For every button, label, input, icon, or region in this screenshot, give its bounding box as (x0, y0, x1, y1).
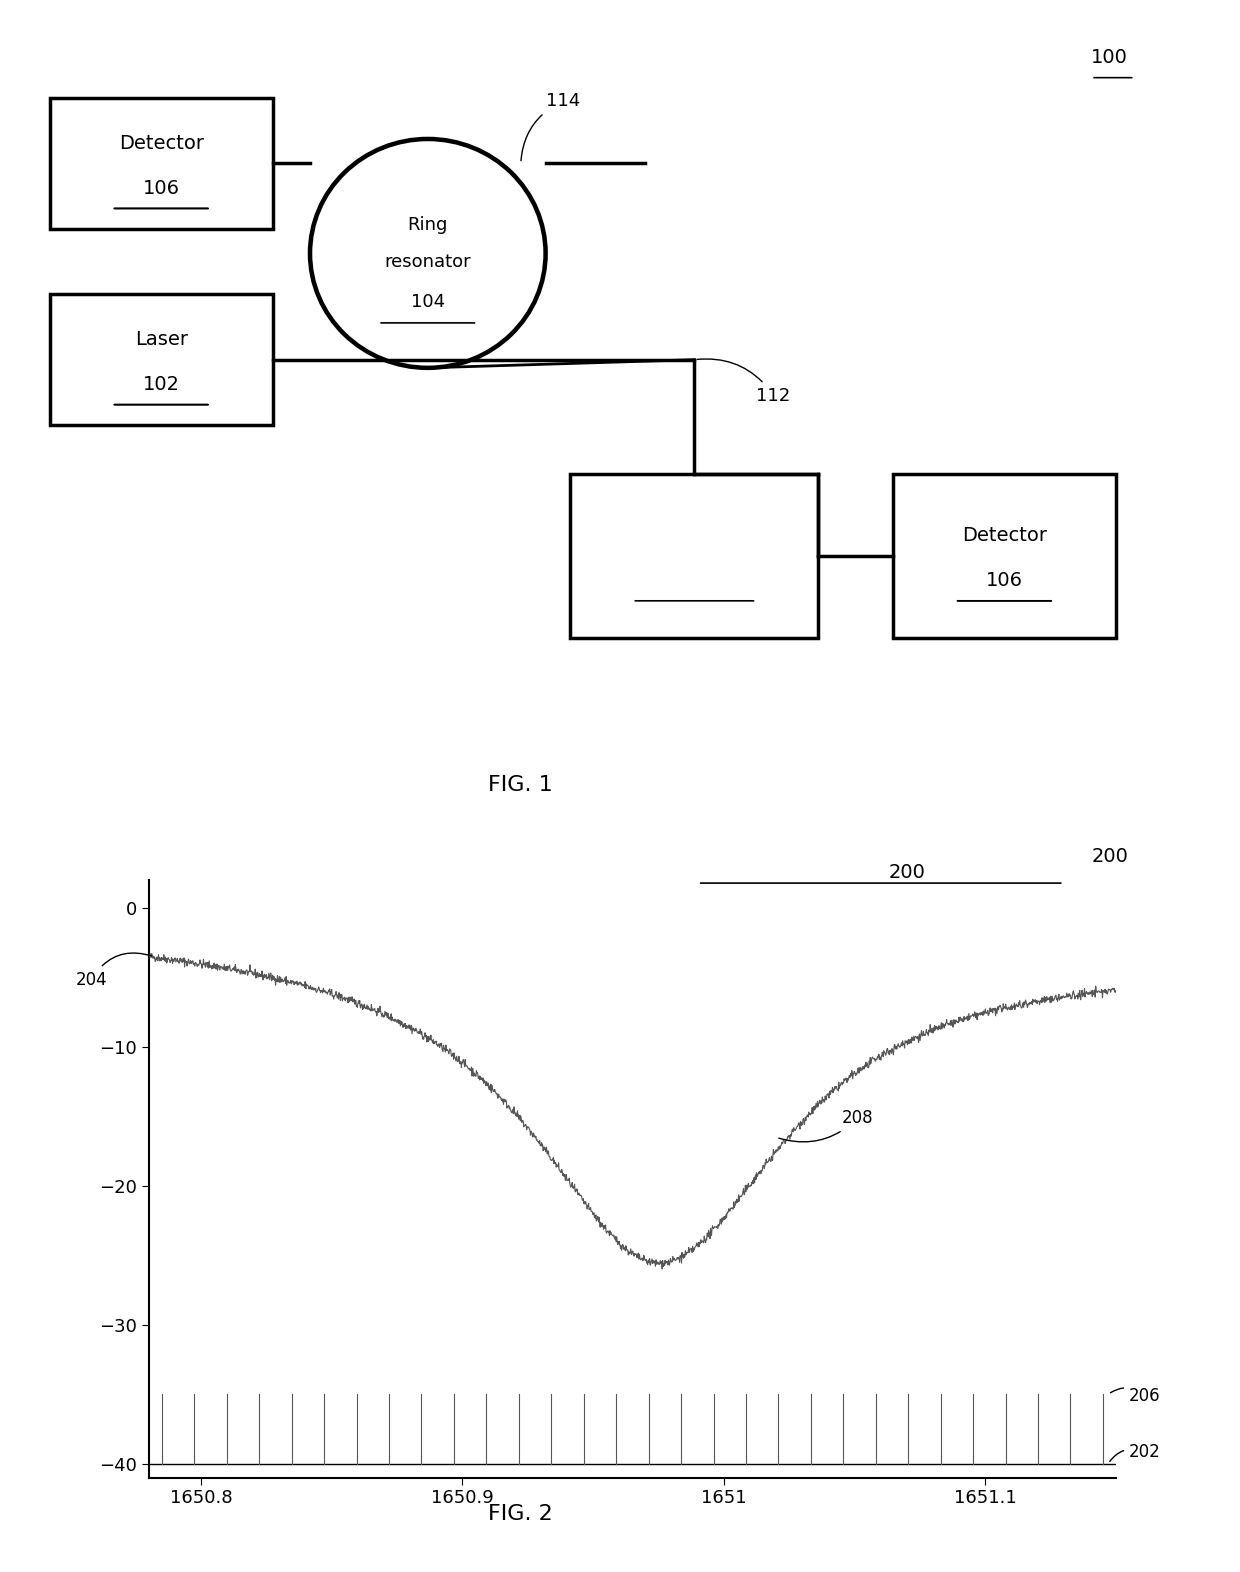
FancyBboxPatch shape (50, 97, 273, 230)
FancyBboxPatch shape (893, 475, 1116, 638)
Text: 106: 106 (143, 179, 180, 198)
Text: 114: 114 (521, 93, 580, 160)
Text: 106: 106 (986, 571, 1023, 590)
FancyBboxPatch shape (50, 294, 273, 424)
Text: 208: 208 (779, 1110, 873, 1141)
Ellipse shape (310, 138, 546, 368)
Text: Ring: Ring (408, 215, 448, 234)
Text: Laser: Laser (135, 330, 187, 349)
Text: 206: 206 (1111, 1387, 1161, 1405)
Text: 204: 204 (76, 953, 151, 989)
Text: 202: 202 (1110, 1443, 1161, 1462)
Text: Detector: Detector (962, 527, 1047, 545)
Text: 104: 104 (410, 294, 445, 311)
Text: 200: 200 (1091, 847, 1128, 866)
Text: 100: 100 (1091, 47, 1128, 66)
Text: Detector: Detector (119, 134, 203, 152)
Text: 200: 200 (888, 863, 925, 882)
Text: FIG. 2: FIG. 2 (489, 1504, 553, 1523)
FancyBboxPatch shape (570, 475, 818, 638)
Text: 102: 102 (143, 374, 180, 393)
Text: FIG. 1: FIG. 1 (489, 775, 553, 795)
Text: resonator: resonator (384, 253, 471, 270)
Text: 112: 112 (697, 358, 791, 404)
